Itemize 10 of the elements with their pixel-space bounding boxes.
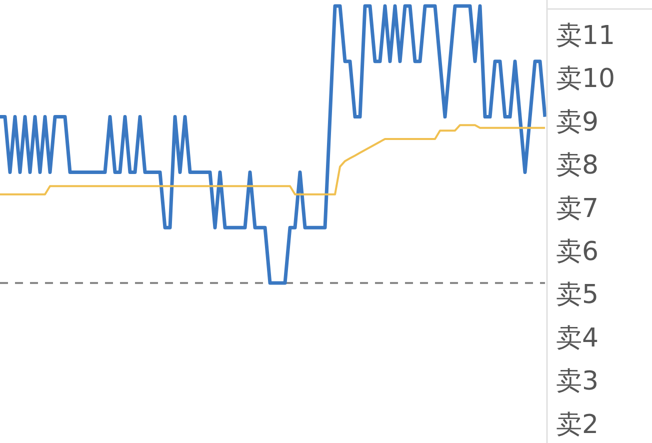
annotation: 卖7 [556, 194, 599, 224]
annotation: 卖2 [556, 410, 599, 440]
annotation: 卖6 [556, 237, 599, 267]
annotation: 卖11 [556, 21, 616, 51]
annotation: 卖10 [556, 64, 616, 94]
annotation: 卖4 [556, 323, 599, 354]
annotation: 卖8 [556, 150, 599, 181]
annotation: 卖5 [556, 280, 599, 310]
annotation: 卖9 [556, 107, 599, 138]
annotation: 卖3 [556, 366, 599, 397]
